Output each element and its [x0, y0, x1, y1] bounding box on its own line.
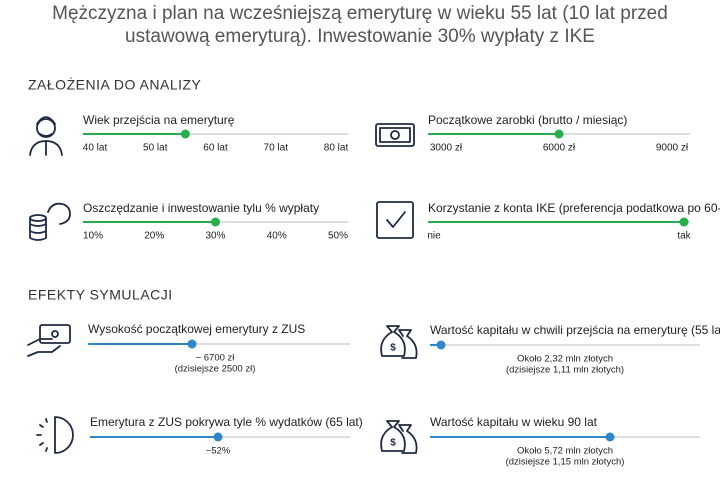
- slider-label: Wiek przejścia na emeryturę: [83, 113, 235, 127]
- result-value: (dzisiejsze 1,11 mln złotych): [506, 365, 624, 376]
- slider-label: Korzystanie z konta IKE (preferencja pod…: [428, 201, 720, 215]
- icon-clock: [36, 416, 74, 454]
- result-label: Wartość kapitału w chwili przejścia na e…: [430, 323, 720, 337]
- slider-knob: [554, 129, 564, 139]
- slider-knob: [679, 217, 689, 227]
- icon-coins: [29, 202, 71, 241]
- slider-tick-label: 70 lat: [264, 143, 289, 154]
- section-heading: EFEKTY SYMULACJI: [28, 287, 173, 303]
- result-value: ~ 6700 zł: [196, 353, 236, 364]
- icon-person: [29, 116, 63, 156]
- result-knob: [436, 340, 446, 350]
- slider-tick-label: 40%: [267, 231, 287, 242]
- result-knob: [187, 339, 197, 349]
- svg-text:$: $: [390, 438, 396, 449]
- slider-label: Oszczędzanie i inwestowanie tylu % wypła…: [83, 201, 319, 215]
- slider-tick-label: 80 lat: [324, 143, 349, 154]
- slider-tick-label: 40 lat: [83, 143, 108, 154]
- result-label: Emerytura z ZUS pokrywa tyle % wydatków …: [90, 415, 363, 429]
- result-value: (dzisiejsze 1,15 mln złotych): [506, 457, 625, 468]
- result-knob: [605, 432, 615, 442]
- result-label: Wartość kapitału w wieku 90 lat: [430, 415, 598, 429]
- slider-label: Początkowe zarobki (brutto / miesiąc): [428, 113, 627, 127]
- slider-tick-label: 60 lat: [203, 143, 228, 154]
- slider-tick-label: 30%: [205, 231, 225, 242]
- slider-tick-label: 9000 zł: [656, 143, 689, 154]
- result-value: Około 5,72 mln złotych: [517, 446, 613, 457]
- title-line: ustawową emeryturą). Inwestowanie 30% wy…: [125, 26, 595, 47]
- title-line: Mężczyzna i plan na wcześniejszą emerytu…: [52, 3, 668, 24]
- icon-checkbox: [376, 201, 414, 239]
- icon-banknote: [375, 123, 415, 147]
- slider-tick-label: 10%: [83, 231, 103, 242]
- slider-tick-label: tak: [677, 231, 691, 242]
- slider-knob: [211, 217, 220, 227]
- result-label: Wysokość początkowej emerytury z ZUS: [88, 322, 305, 336]
- slider-knob: [180, 129, 190, 139]
- icon-hand-money: [27, 324, 71, 357]
- slider-tick-label: 20%: [144, 231, 164, 242]
- result-value: ~52%: [206, 446, 231, 457]
- section-heading: ZAŁOŻENIA DO ANALIZY: [28, 76, 202, 93]
- svg-text:$: $: [390, 343, 396, 354]
- slider-tick-label: 6000 zł: [543, 143, 576, 154]
- slider-tick-label: 50 lat: [143, 143, 168, 154]
- slider-tick-label: 3000 zł: [430, 143, 463, 154]
- result-knob: [213, 432, 223, 442]
- slider-tick-label: nie: [427, 231, 441, 242]
- icon-money-bags: $: [380, 325, 418, 359]
- slider-tick-label: 50%: [328, 231, 348, 242]
- result-value: Około 2,32 mln złotych: [517, 354, 613, 365]
- result-value: (dzisiejsze 2500 zł): [175, 364, 256, 375]
- icon-money-bags: $: [380, 420, 418, 454]
